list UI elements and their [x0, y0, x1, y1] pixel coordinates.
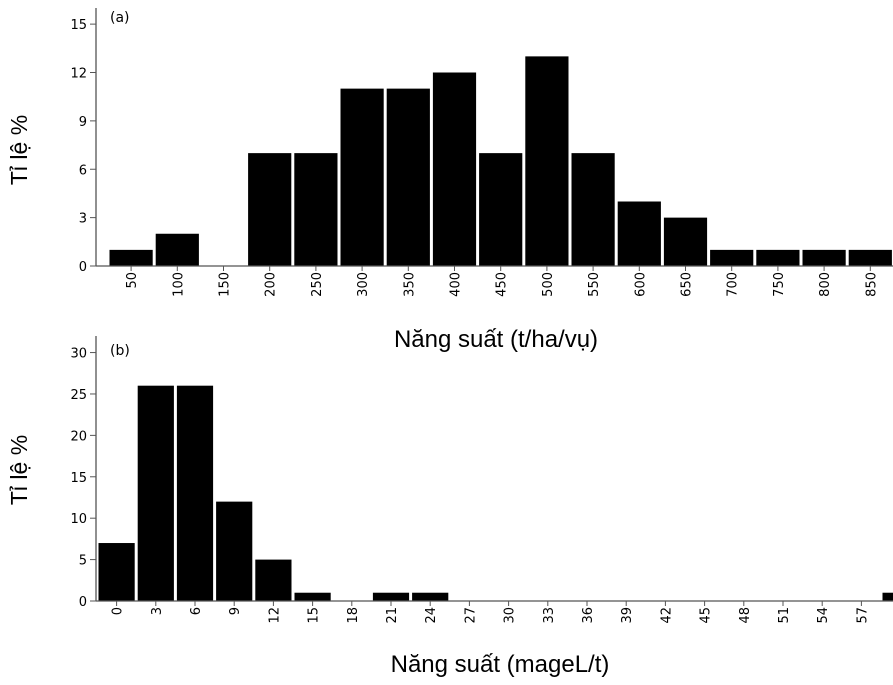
bar-b-60 [882, 592, 893, 601]
x-tick-label: 15 [307, 607, 322, 624]
x-tick-label: 3 [150, 607, 165, 615]
x-tick-label: 200 [264, 272, 279, 297]
bars-b [98, 385, 893, 601]
bar-a-800 [802, 249, 846, 266]
x-tick-label: 30 [503, 607, 518, 624]
bar-a-300 [340, 88, 384, 266]
x-tick-label: 750 [772, 272, 787, 297]
x-tick-label: 42 [659, 607, 674, 624]
x-tick-label: 9 [228, 607, 243, 615]
x-axis-label-a: Năng suất (t/ha/vụ) [394, 326, 598, 353]
x-tick-label: 39 [620, 607, 635, 624]
x-tick-label: 27 [463, 607, 478, 624]
bar-a-600 [617, 201, 661, 266]
x-tick-label: 350 [402, 272, 417, 297]
axes-a [95, 8, 893, 267]
x-tick-label: 54 [816, 607, 831, 624]
x-tick-label: 48 [738, 607, 753, 624]
bar-a-250 [294, 153, 338, 266]
bar-a-700 [710, 249, 754, 266]
x-tick-label: 33 [542, 607, 557, 624]
y-tick-label: 15 [70, 18, 87, 33]
x-tick-label: 850 [864, 272, 879, 297]
x-tick-label: 150 [218, 272, 233, 297]
bar-a-100 [155, 233, 199, 266]
bar-a-850 [848, 249, 892, 266]
bar-b-24 [412, 592, 449, 601]
y-tick-label: 0 [79, 260, 87, 275]
x-tick-label: 57 [855, 607, 870, 624]
y-axis-label-b: Tỉ lệ % [6, 435, 32, 505]
bar-a-450 [479, 153, 523, 266]
bar-b-0 [98, 543, 135, 601]
x-tick-label: 400 [449, 272, 464, 297]
bars-a [109, 56, 892, 266]
bar-b-21 [372, 592, 410, 601]
x-tick-label: 51 [777, 607, 792, 624]
x-tick-label: 100 [171, 272, 186, 297]
x-tick-label: 800 [818, 272, 833, 297]
y-tick-label: 15 [70, 471, 87, 486]
bar-b-9 [216, 501, 253, 601]
x-ticks-a: 50 100 150 200 250 300 350 400 450 500 550 600 650 70… [125, 266, 879, 297]
panel-label-b: (b) [110, 343, 130, 359]
bar-a-400 [432, 72, 477, 266]
bar-a-500 [525, 56, 569, 266]
y-tick-label: 6 [79, 163, 87, 178]
y-tick-label: 5 [79, 554, 87, 569]
x-tick-label: 300 [356, 272, 371, 297]
y-ticks-b: 0 5 10 15 20 25 30 [70, 347, 96, 610]
bar-a-550 [571, 153, 615, 266]
x-tick-label: 21 [385, 607, 400, 624]
y-tick-label: 30 [70, 347, 87, 362]
y-tick-label: 25 [70, 388, 87, 403]
axes-b [95, 336, 893, 602]
bar-b-6 [176, 385, 214, 601]
y-tick-label: 20 [70, 429, 87, 444]
y-tick-label: 10 [70, 512, 87, 527]
x-ticks-b: 03691215182124273033363942454851545760 [111, 601, 870, 624]
x-tick-label: 450 [495, 272, 510, 297]
bar-a-350 [386, 88, 430, 266]
bar-a-50 [109, 249, 153, 266]
bar-a-650 [663, 217, 708, 266]
x-tick-label: 12 [267, 607, 282, 624]
chart-panel-a: 0 3 6 9 12 15 50 100 150 200 250 300 350 400 450 500 55… [6, 8, 893, 353]
x-tick-label: 500 [541, 272, 556, 297]
bar-b-3 [137, 385, 174, 601]
x-tick-label: 45 [699, 607, 714, 624]
x-tick-label: 550 [587, 272, 602, 297]
x-tick-label: 650 [680, 272, 695, 297]
x-tick-label: 250 [310, 272, 325, 297]
x-axis-label-b: Năng suất (mageL/t) [391, 651, 610, 678]
y-tick-label: 3 [79, 212, 87, 227]
x-tick-label: 700 [726, 272, 741, 297]
y-ticks-a: 0 3 6 9 12 15 [70, 18, 96, 275]
x-tick-label: 0 [111, 607, 126, 615]
y-axis-label-a: Tỉ lệ % [6, 115, 32, 185]
y-tick-label: 9 [79, 115, 87, 130]
y-tick-label: 12 [70, 67, 87, 82]
x-tick-label: 600 [633, 272, 648, 297]
bar-b-15 [294, 592, 331, 601]
x-tick-label: 18 [346, 607, 361, 624]
x-tick-label: 6 [189, 607, 204, 615]
panel-label-a: (a) [110, 10, 130, 26]
x-tick-label: 50 [125, 272, 140, 289]
bar-a-200 [248, 153, 292, 266]
x-tick-label: 24 [424, 607, 439, 624]
bar-b-12 [255, 559, 292, 601]
x-tick-label: 36 [581, 607, 596, 624]
y-tick-label: 0 [79, 595, 87, 610]
bar-a-750 [756, 249, 800, 266]
